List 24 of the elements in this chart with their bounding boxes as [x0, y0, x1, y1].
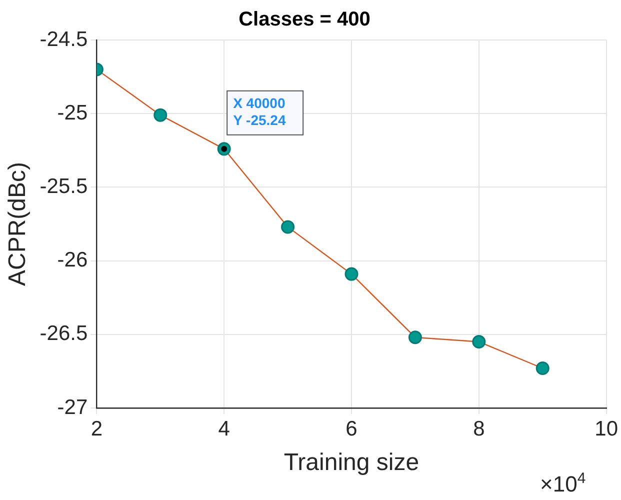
- annotation: Y -25.24: [233, 112, 286, 128]
- x-tick-label: 2: [90, 417, 103, 440]
- point: [154, 108, 168, 122]
- y-tick-label: -26: [57, 248, 88, 272]
- point: [217, 142, 231, 156]
- text: ×10$^{4}$: [540, 470, 586, 498]
- point: [472, 335, 486, 349]
- x-tick-label: 6: [346, 417, 358, 440]
- x-tick-label: 4: [218, 417, 230, 440]
- point: [281, 220, 295, 234]
- y-tick-label: -24.5: [40, 28, 88, 51]
- point: [536, 362, 550, 376]
- y-tick-label: -26.5: [40, 322, 88, 346]
- point: [408, 330, 422, 344]
- y-axis-title: ACPR(dBc): [4, 162, 32, 286]
- x-tick-label: 8: [473, 417, 485, 440]
- y-tick-label: -27: [57, 396, 88, 419]
- y-tick-label: -25.5: [40, 174, 88, 198]
- x-tick-label: 10: [594, 417, 618, 440]
- annotation: X 40000: [233, 94, 286, 111]
- point: [344, 267, 358, 281]
- y-tick-label: -25: [57, 101, 88, 124]
- x-axis-title: Training size: [284, 449, 420, 476]
- chart-title: Classes = 400: [238, 8, 370, 31]
